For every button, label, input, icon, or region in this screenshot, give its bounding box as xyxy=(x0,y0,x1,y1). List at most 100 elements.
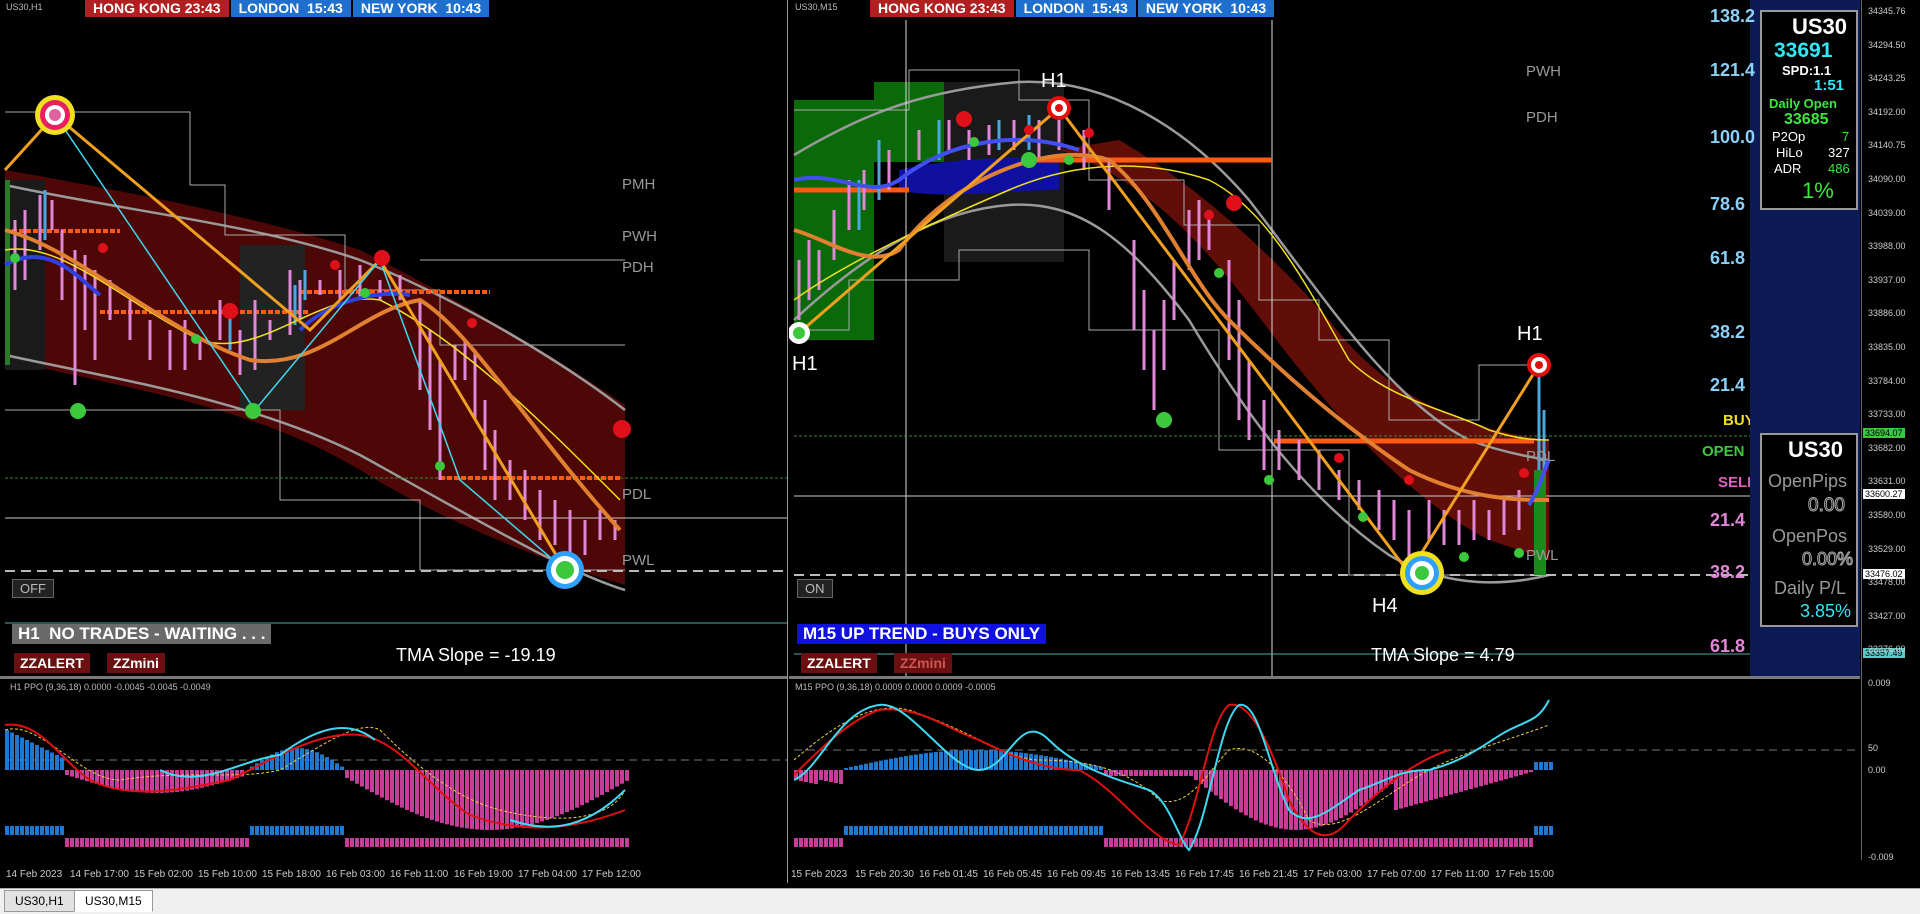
chart-window-m15[interactable]: US30,M15 HONG KONG 23:43 LONDON 15:43 NE… xyxy=(789,0,1920,883)
tab-us30-m15[interactable]: US30,M15 xyxy=(74,890,153,912)
ppo-histogram-bar xyxy=(415,770,419,815)
zzalert-button-m15[interactable]: ZZALERT xyxy=(801,653,877,673)
ma-blue xyxy=(793,138,1551,507)
chart-window-h1[interactable]: US30,H1 HONG KONG 23:43 LONDON 15:43 NEW… xyxy=(0,0,788,883)
ppo-state-bar xyxy=(105,838,109,847)
ppo-state-bar xyxy=(1149,838,1153,847)
ppo-histogram-bar xyxy=(10,732,14,770)
ppo-histogram-bar xyxy=(455,770,459,827)
ppo-histogram-bar xyxy=(545,770,549,820)
ppo-state-bar xyxy=(530,838,534,847)
chart-canvas-h1[interactable] xyxy=(0,0,787,883)
ppo-state-bar xyxy=(1239,838,1243,847)
price-scale-label: 33580.00 xyxy=(1868,510,1906,520)
time-axis-label: 15 Feb 20:30 xyxy=(855,869,914,880)
price-scale-label: 33682.00 xyxy=(1868,442,1906,453)
ppo-state-bar xyxy=(1324,838,1328,847)
zzmini-button-h1[interactable]: ZZmini xyxy=(107,653,165,673)
ppo-state-bar xyxy=(854,826,858,835)
ppo-histogram-bar xyxy=(325,757,329,770)
ppo-histogram-bar xyxy=(1534,762,1538,770)
price-tag-bid: 33694.07 xyxy=(1863,428,1905,438)
ppo-state-bar xyxy=(345,838,349,847)
ppo-histogram-bar xyxy=(1239,770,1243,813)
time-axis-label: 17 Feb 12:00 xyxy=(582,869,641,880)
zzmini-button-m15[interactable]: ZZmini xyxy=(894,653,952,673)
ppo-histogram-bar xyxy=(914,754,918,770)
ppo-histogram-bar xyxy=(220,770,224,783)
zzalert-button-h1[interactable]: ZZALERT xyxy=(14,653,90,673)
ppo-histogram-bar xyxy=(425,770,429,819)
ppo-state-bar xyxy=(949,826,953,835)
ppo-state-bar xyxy=(1374,838,1378,847)
ppo-state-bar xyxy=(50,826,54,835)
time-axis-label: 15 Feb 2023 xyxy=(791,869,848,880)
ppo-state-bar xyxy=(1054,826,1058,835)
ppo-state-bar xyxy=(60,826,64,835)
ppo-state-bar xyxy=(1089,826,1093,835)
label-h1-right: H1 xyxy=(1517,323,1543,345)
ppo-histogram-bar xyxy=(25,740,29,770)
ppo-state-bar xyxy=(1389,838,1393,847)
ppo-histogram-bar xyxy=(5,730,9,770)
ppo-histogram-bar xyxy=(1244,770,1248,816)
ppo-histogram-bar xyxy=(1014,752,1018,770)
ppo-histogram-bar xyxy=(540,770,544,822)
ppo-state-bar xyxy=(1139,838,1143,847)
ppo-state-bar xyxy=(1039,826,1043,835)
ppo-state-bar xyxy=(1434,838,1438,847)
ppo-histogram-bar xyxy=(340,766,344,770)
fib-level-label: 100.0 xyxy=(1710,127,1756,147)
toggle-button-h1[interactable]: OFF xyxy=(12,579,54,598)
ppo-histogram-bar xyxy=(884,759,888,770)
ppo-histogram-bar xyxy=(1099,766,1103,770)
ppo-histogram-bar xyxy=(345,770,349,778)
ppo-histogram-bar xyxy=(100,770,104,786)
ppo-histogram-bar xyxy=(1474,770,1478,788)
price-scale-label: 33988.00 xyxy=(1868,241,1906,252)
ppo-state-bar xyxy=(10,826,14,835)
ppo-state-bar xyxy=(979,826,983,835)
tab-us30-h1[interactable]: US30,H1 xyxy=(4,890,75,912)
ppo-histogram-bar xyxy=(615,770,619,787)
price-scale-label: 33376.00 xyxy=(1868,644,1906,655)
fib-level-label: 38.2 xyxy=(1710,322,1746,342)
ppo-histogram-bar xyxy=(1279,770,1283,829)
ppo-histogram-bar xyxy=(1024,753,1028,770)
ppo-state-bar xyxy=(829,838,833,847)
ppo-state-bar xyxy=(1274,838,1278,847)
ppo-histogram-bar xyxy=(1419,770,1423,803)
chart-canvas-m15[interactable] xyxy=(789,0,1920,883)
ppo-histogram-bar xyxy=(605,770,609,793)
time-axis-label: 16 Feb 01:45 xyxy=(919,869,978,880)
ppo-histogram-bar xyxy=(1179,770,1183,776)
ppo-state-bar xyxy=(410,838,414,847)
ppo-state-bar xyxy=(260,826,264,835)
ppo-state-bar xyxy=(1034,826,1038,835)
ppo-histogram-bar xyxy=(430,770,434,820)
subwindow-divider-h1[interactable] xyxy=(0,676,787,679)
subwindow-divider-m15[interactable] xyxy=(789,676,1860,679)
ppo-state-bar xyxy=(455,838,459,847)
ppo-scale-mid: 50 xyxy=(1868,743,1879,753)
ppo-histogram-bar xyxy=(1259,770,1263,823)
ppo-histogram-bar xyxy=(1164,770,1168,776)
ppo-state-bar xyxy=(879,826,883,835)
ppo-state-bar xyxy=(1509,838,1513,847)
toggle-button-m15[interactable]: ON xyxy=(797,579,833,598)
clock-new-york: NEW YORK 10:43 xyxy=(352,0,490,17)
fib-level-label: 78.6 xyxy=(1710,194,1746,214)
ppo-state-bar xyxy=(1259,838,1263,847)
ppo-state-bar xyxy=(1354,838,1358,847)
ppo-histogram-bar xyxy=(190,770,194,790)
ppo-state-bar xyxy=(245,838,249,847)
ppo-histogram-bar xyxy=(929,752,933,770)
price-tag-line: 33600.27 xyxy=(1863,489,1905,499)
ppo-histogram-bar xyxy=(145,770,149,793)
ppo-histogram-bar xyxy=(1469,770,1473,789)
ma-orange xyxy=(4,228,622,532)
ppo-histogram-bar xyxy=(1489,770,1493,784)
ppo-state-bar xyxy=(984,826,988,835)
price-scale[interactable]: 33694.07 33600.27 33476.02 33357.49 0.00… xyxy=(1861,0,1920,862)
ppo-state-bar xyxy=(919,826,923,835)
